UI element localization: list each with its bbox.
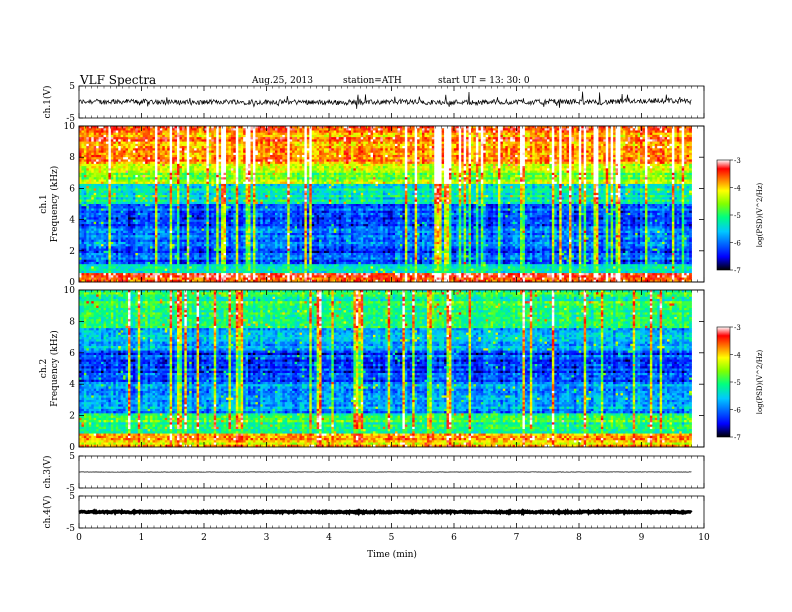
date-label: Aug.25, 2013: [251, 76, 313, 86]
start-time-label: start UT = 13: 30: 0: [438, 76, 530, 86]
y-axis-label: ch.1(V): [42, 86, 53, 119]
waveform-line: [79, 92, 692, 109]
y-tick-label: 5: [69, 82, 75, 92]
figure-title: VLF Spectra: [79, 73, 156, 87]
ch1-waveform: 5-5ch.1(V): [42, 82, 704, 124]
station-label: station=ATH: [343, 76, 402, 86]
